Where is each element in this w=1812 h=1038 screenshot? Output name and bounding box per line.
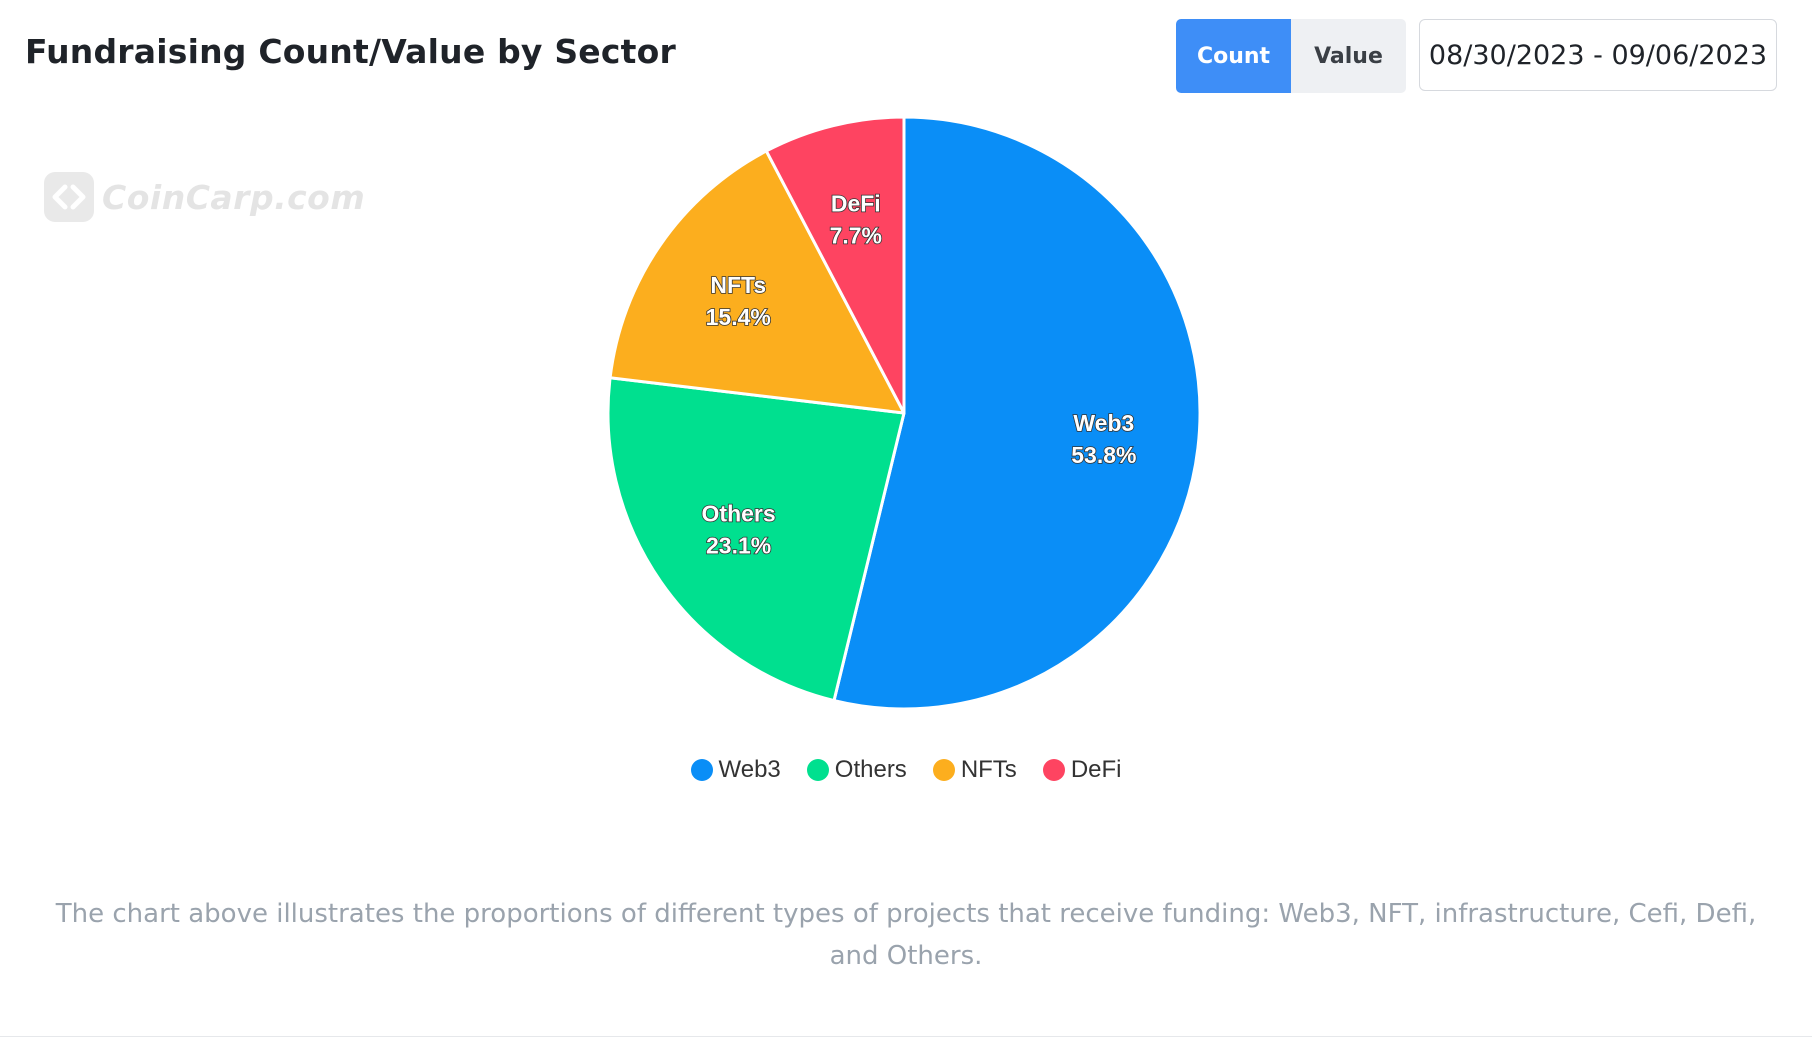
legend-label: DeFi	[1070, 756, 1122, 783]
legend-label: NFTs	[960, 756, 1017, 783]
pie-slice-web3[interactable]	[832, 115, 1202, 711]
legend-marker	[1042, 759, 1065, 781]
coincarp-watermark: CoinCarp.com	[44, 172, 365, 222]
slice-value-label: 23.1%	[706, 533, 771, 559]
legend-label: Others	[834, 756, 907, 783]
value-tab-button[interactable]: Value	[1291, 19, 1406, 93]
chart-legend: Web3 Others NFTs DeFi	[0, 756, 1812, 784]
pie-slice-defi[interactable]	[764, 115, 906, 415]
slice-name-label: Web3	[1073, 410, 1134, 436]
legend-marker	[806, 759, 829, 781]
date-range-picker[interactable]: 08/30/2023 - 09/06/2023	[1419, 19, 1777, 91]
slice-value-label: 53.8%	[1071, 442, 1136, 468]
slice-name-label: DeFi	[831, 191, 881, 217]
metric-toggle: Count Value	[1176, 19, 1406, 93]
pie-chart: Web3 53.8% Others 23.1% NFTs 15.4% DeFi 7.7%	[606, 115, 1202, 711]
divider	[0, 1036, 1812, 1037]
slice-value-label: 15.4%	[706, 304, 771, 330]
coincarp-logo-icon	[44, 172, 94, 222]
chart-caption: The chart above illustrates the proporti…	[55, 899, 1757, 971]
slice-name-label: NFTs	[710, 272, 766, 298]
chart-title: Fundraising Count/Value by Sector	[25, 32, 676, 71]
pie-slice-others[interactable]	[606, 376, 906, 703]
legend-item-others[interactable]: Others	[806, 756, 907, 784]
legend-item-defi[interactable]: DeFi	[1042, 756, 1122, 784]
legend-label: Web3	[718, 756, 781, 783]
slice-name-label: Others	[702, 501, 776, 527]
legend-marker	[932, 759, 955, 781]
count-tab-button[interactable]: Count	[1176, 19, 1291, 93]
watermark-text: CoinCarp.com	[102, 177, 366, 217]
legend-item-web3[interactable]: Web3	[690, 756, 781, 784]
legend-marker	[690, 759, 713, 781]
pie-slice-nfts[interactable]	[608, 149, 906, 415]
slice-value-label: 7.7%	[830, 223, 882, 249]
pie-slices	[606, 115, 1202, 711]
pie-labels: Web3 53.8% Others 23.1% NFTs 15.4% DeFi 7.7%	[701, 190, 1138, 560]
legend-item-nfts[interactable]: NFTs	[932, 756, 1017, 784]
